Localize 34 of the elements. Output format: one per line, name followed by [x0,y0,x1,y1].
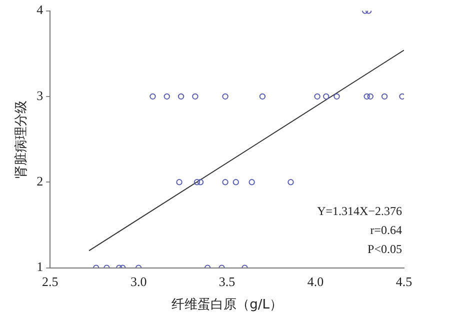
point [367,93,374,100]
x-tick-label: 2.5 [42,274,58,290]
point [248,179,255,186]
point [314,93,320,100]
point [323,93,330,100]
y-tick-label: 3 [36,88,44,103]
point [364,93,370,100]
x-tick-label: 4.5 [396,274,412,290]
point [192,93,198,100]
point [197,179,204,186]
x-tick-label: 3.0 [130,274,147,290]
y-tick-label: 4 [36,2,44,18]
point [381,93,388,100]
annotation: Y=1.314X−2.376 [317,204,402,218]
point [178,93,184,100]
point [222,93,228,100]
point [164,93,170,100]
x-tick-label: 4.0 [307,274,324,290]
point [288,179,294,186]
point [194,179,200,186]
x-tick-label: 3.5 [218,274,236,290]
y-tick-label: 2 [36,174,44,189]
point [232,179,239,186]
annotation: P<0.05 [368,242,402,256]
annotation: r=0.64 [370,222,402,237]
point [150,93,156,100]
point [176,179,182,186]
point [334,93,340,100]
y-tick-label: 1 [36,259,44,274]
point [222,179,228,186]
x-axis-title: 纤维蛋白原（g/L） [172,298,282,313]
point [399,93,404,100]
point [259,93,266,100]
y-axis-title: 肾脏病理分级 [14,100,30,178]
